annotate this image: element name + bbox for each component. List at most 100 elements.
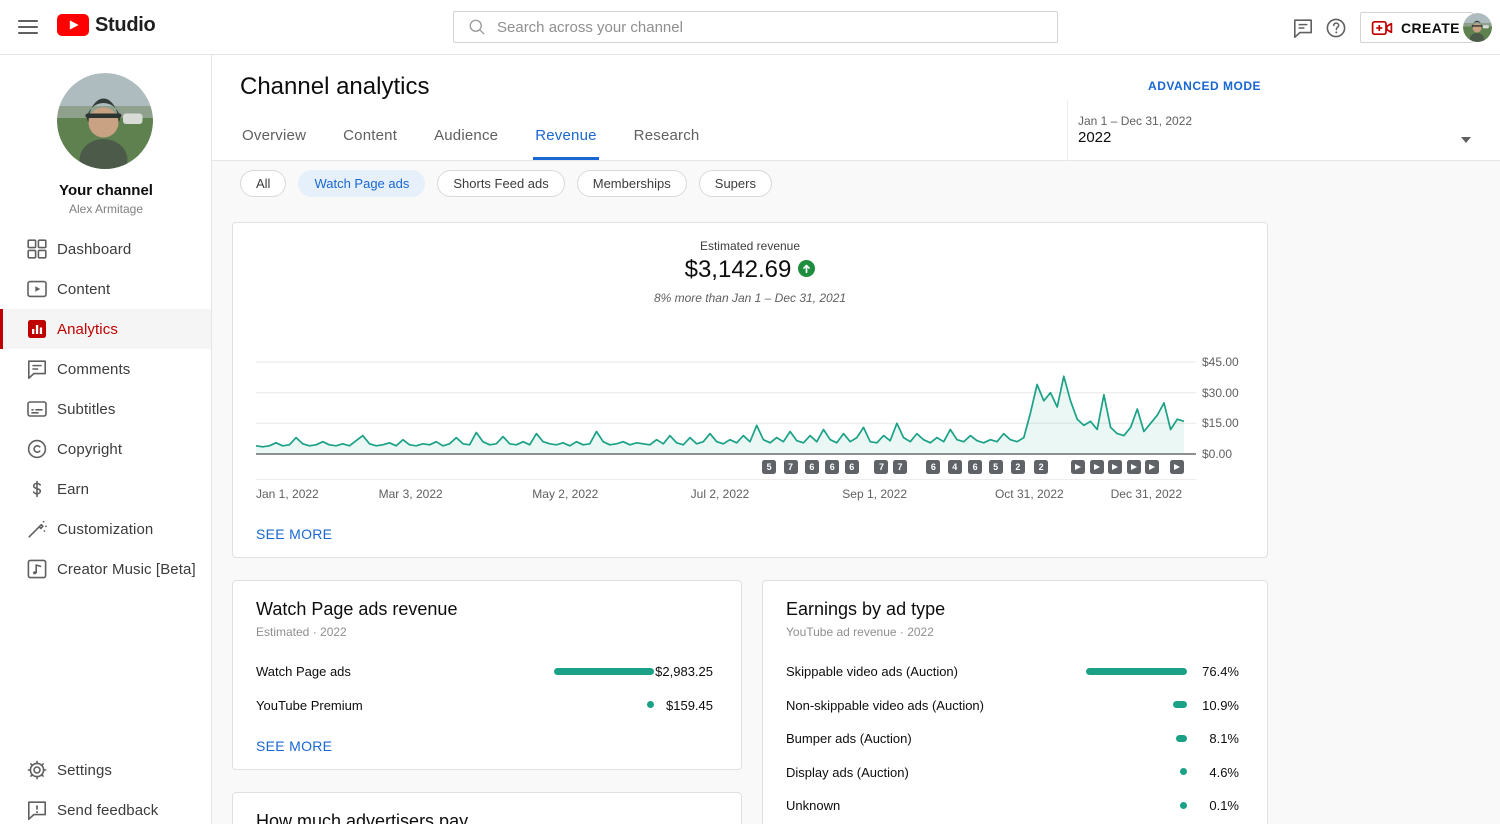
video-marker-count[interactable]: 6 [825,460,839,474]
create-button[interactable]: CREATE [1360,12,1473,43]
create-video-icon [1370,16,1394,40]
stat-row-youtube-premium[interactable]: YouTube Premium $159.45 [233,697,741,713]
help-icon[interactable] [1324,16,1348,40]
see-more-link[interactable]: SEE MORE [256,526,332,542]
stat-row-display-ads-auction[interactable]: Display ads (Auction) 4.6% [763,764,1267,780]
search-bar [453,11,1058,43]
video-marker-count[interactable]: 7 [784,460,798,474]
sidebar-item-settings[interactable]: Settings [0,750,211,790]
filter-chip-all[interactable]: All [240,170,286,197]
sidebar-item-analytics[interactable]: Analytics [0,309,211,349]
search-input[interactable] [497,19,1057,36]
content-icon [25,277,49,301]
video-marker-play-icon[interactable] [1108,460,1122,474]
settings-icon [25,758,49,782]
feedback-icon[interactable] [1291,16,1315,40]
tab-research[interactable]: Research [632,127,702,160]
sidebar-footer-menu: Settings Send feedback [0,750,211,824]
video-marker-count[interactable]: 5 [762,460,776,474]
video-marker-count[interactable]: 5 [989,460,1003,474]
video-marker-count[interactable]: 6 [926,460,940,474]
video-marker-play-icon[interactable] [1145,460,1159,474]
sidebar-item-subtitles[interactable]: Subtitles [0,389,211,429]
y-axis-tick-label: $15.00 [1202,416,1262,430]
stat-value: 8.1% [1159,731,1239,746]
channel-owner-name: Alex Armitage [0,202,212,216]
sidebar-item-comments[interactable]: Comments [0,349,211,389]
filter-chip-supers[interactable]: Supers [699,170,772,197]
search-icon [467,17,487,37]
sidebar-item-label: Earn [57,481,89,498]
stat-label: Unknown [786,798,840,813]
earnings-by-ad-type-card: Earnings by ad type YouTube ad revenue ·… [762,580,1268,824]
video-marker-play-icon[interactable] [1127,460,1141,474]
y-axis-tick-label: $30.00 [1202,386,1262,400]
sidebar-item-copyright[interactable]: Copyright [0,429,211,469]
sidebar-item-earn[interactable]: Earn [0,469,211,509]
analytics-tabs: Overview Content Audience Revenue Research [240,127,701,160]
x-axis-tick-label: May 2, 2022 [532,487,598,501]
stat-row-unknown[interactable]: Unknown 0.1% [763,797,1267,813]
video-marker-count[interactable]: 2 [1034,460,1048,474]
video-marker-play-icon[interactable] [1090,460,1104,474]
filter-chip-watch-page-ads[interactable]: Watch Page ads [298,170,425,197]
estimated-revenue-card: Estimated revenue $3,142.69 8% more than… [232,222,1268,558]
revenue-summary: Estimated revenue $3,142.69 8% more than… [233,239,1267,305]
sidebar-item-dashboard[interactable]: Dashboard [0,229,211,269]
comments-icon [25,357,49,381]
video-marker-count[interactable]: 6 [845,460,859,474]
revenue-line-chart[interactable] [256,348,1196,455]
tab-audience[interactable]: Audience [432,127,500,160]
filter-chip-shorts-feed-ads[interactable]: Shorts Feed ads [437,170,564,197]
filter-chip-memberships[interactable]: Memberships [577,170,687,197]
stat-row-bumper-ads-auction[interactable]: Bumper ads (Auction) 8.1% [763,730,1267,746]
sidebar-item-label: Content [57,281,110,298]
video-marker-count[interactable]: 2 [1011,460,1025,474]
earn-icon [25,477,49,501]
channel-avatar[interactable] [57,73,153,169]
date-range-picker[interactable]: Jan 1 – Dec 31, 2022 2022 [1078,110,1500,161]
sidebar-item-creator-music-beta[interactable]: Creator Music [Beta] [0,549,211,589]
video-marker-count[interactable]: 7 [893,460,907,474]
card-title: How much advertisers pay [256,811,468,824]
topbar: Studio CREATE [0,0,1500,55]
tab-revenue[interactable]: Revenue [533,127,598,160]
video-marker-count[interactable]: 6 [805,460,819,474]
creator-music-icon [25,557,49,581]
sidebar-item-label: Subtitles [57,401,115,418]
marker-row-separator [256,479,1196,480]
stat-value: $159.45 [633,698,713,713]
stat-row-watch-page-ads[interactable]: Watch Page ads $2,983.25 [233,663,741,679]
video-marker-play-icon[interactable] [1071,460,1085,474]
send-feedback-icon [25,798,49,822]
video-marker-count[interactable]: 4 [948,460,962,474]
video-marker-count[interactable]: 6 [968,460,982,474]
sidebar-item-send-feedback[interactable]: Send feedback [0,790,211,824]
video-marker-play-icon[interactable] [1170,460,1184,474]
sidebar-item-label: Send feedback [57,802,158,819]
revenue-comparison-text: 8% more than Jan 1 – Dec 31, 2021 [233,291,1267,305]
account-avatar[interactable] [1463,13,1492,42]
stat-row-skippable-video-ads-auction[interactable]: Skippable video ads (Auction) 76.4% [763,663,1267,679]
video-marker-count[interactable]: 7 [874,460,888,474]
stat-label: Display ads (Auction) [786,765,909,780]
youtube-studio-logo[interactable]: Studio [57,13,155,37]
sidebar-item-content[interactable]: Content [0,269,211,309]
x-axis-tick-label: Dec 31, 2022 [1111,487,1182,501]
see-more-link[interactable]: SEE MORE [256,738,332,754]
advanced-mode-link[interactable]: ADVANCED MODE [1148,79,1261,93]
tab-content[interactable]: Content [341,127,399,160]
card-title: Earnings by ad type [786,599,945,620]
sidebar-item-customization[interactable]: Customization [0,509,211,549]
date-range-text: Jan 1 – Dec 31, 2022 [1078,114,1192,128]
dashboard-icon [25,237,49,261]
stat-row-non-skippable-video-ads-auction[interactable]: Non-skippable video ads (Auction) 10.9% [763,697,1267,713]
revenue-summary-label: Estimated revenue [233,239,1267,253]
sidebar-item-label: Creator Music [Beta] [57,561,196,578]
create-button-label: CREATE [1401,20,1460,36]
x-axis-tick-label: Mar 3, 2022 [379,487,443,501]
hamburger-menu-icon[interactable] [17,17,39,37]
page-title: Channel analytics [240,73,429,101]
card-subtitle: Estimated · 2022 [256,625,347,639]
tab-overview[interactable]: Overview [240,127,308,160]
